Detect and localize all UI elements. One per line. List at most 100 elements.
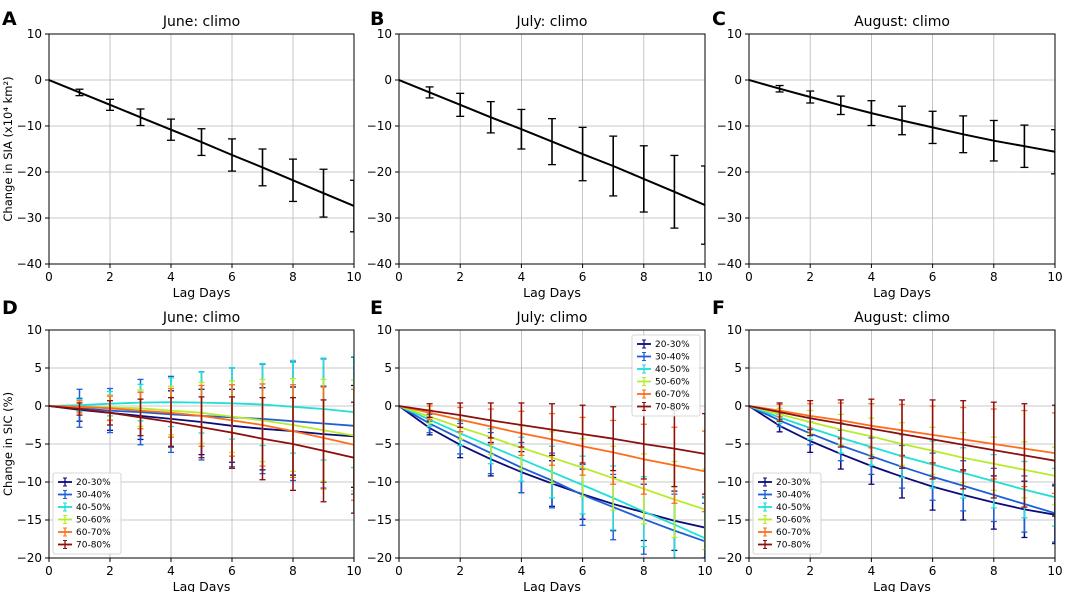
legend: 20-30% 30-40% 40-50% 50-60% 60-70% 70-80% xyxy=(752,472,822,555)
plot-area xyxy=(399,402,705,558)
y-tick-label: −20 xyxy=(17,551,42,565)
series-line xyxy=(749,79,1055,153)
x-tick-label: 8 xyxy=(640,270,648,284)
y-tick-label: −5 xyxy=(724,437,742,451)
x-tick-label: 8 xyxy=(289,564,297,578)
legend-item: 70-80% xyxy=(758,540,811,551)
panel-title: August: climo xyxy=(854,310,950,326)
x-tick-label: 6 xyxy=(579,564,587,578)
plot-area xyxy=(49,355,354,514)
legend-item: 60-70% xyxy=(58,527,111,538)
x-tick-label: 8 xyxy=(990,564,998,578)
series-line xyxy=(399,79,705,207)
legend-label: 50-60% xyxy=(776,516,811,526)
x-tick-label: 4 xyxy=(868,564,876,578)
legend-item: 60-70% xyxy=(637,389,690,400)
x-tick-label: 4 xyxy=(518,564,526,578)
y-tick-label: 0 xyxy=(734,73,742,87)
x-tick-label: 0 xyxy=(45,270,53,284)
legend-item: 70-80% xyxy=(637,402,690,413)
legend-label: 70-80% xyxy=(776,541,811,551)
x-tick-label: 8 xyxy=(640,564,648,578)
y-tick-label: 0 xyxy=(384,399,392,413)
axes-frame xyxy=(398,329,706,559)
series-line xyxy=(399,405,705,455)
legend-item: 50-60% xyxy=(758,515,811,526)
legend-label: 60-70% xyxy=(655,390,690,400)
y-tick-label: 10 xyxy=(727,323,742,337)
legend-item: 20-30% xyxy=(637,339,690,350)
y-tick-label: −10 xyxy=(717,119,742,133)
y-tick-label: −10 xyxy=(367,119,392,133)
legend-item: 30-40% xyxy=(58,490,111,501)
x-tick-label: 0 xyxy=(45,564,53,578)
x-tick-label: 0 xyxy=(745,564,753,578)
y-tick-label: 10 xyxy=(377,323,392,337)
axes-frame xyxy=(398,33,706,265)
x-tick-label: 2 xyxy=(106,564,114,578)
y-tick-label: −20 xyxy=(367,551,392,565)
x-tick-label: 2 xyxy=(806,564,814,578)
panel-title: June: climo xyxy=(162,14,240,30)
y-tick-label: −10 xyxy=(367,475,392,489)
series-line xyxy=(49,405,354,459)
legend-item: 60-70% xyxy=(758,527,811,538)
panel-letter: D xyxy=(2,297,18,319)
y-tick-label: −5 xyxy=(374,437,392,451)
series-line xyxy=(49,79,354,207)
legend: 20-30% 30-40% 40-50% 50-60% 60-70% 70-80% xyxy=(631,334,701,417)
plot-area xyxy=(399,79,705,245)
legend-label: 40-50% xyxy=(655,365,690,375)
y-tick-label: 10 xyxy=(377,27,392,41)
x-axis-label: Lag Days xyxy=(173,285,231,300)
legend-item: 50-60% xyxy=(637,377,690,388)
x-tick-label: 0 xyxy=(395,564,403,578)
panel-title: August: climo xyxy=(854,14,950,30)
panel-letter: A xyxy=(2,8,17,30)
x-tick-label: 2 xyxy=(806,270,814,284)
panel-letter: B xyxy=(370,8,384,30)
series-line xyxy=(749,405,1055,462)
legend-item: 20-30% xyxy=(58,477,111,488)
y-tick-label: −40 xyxy=(717,257,742,271)
x-tick-label: 2 xyxy=(456,270,464,284)
y-tick-label: −5 xyxy=(24,437,42,451)
legend-label: 30-40% xyxy=(76,491,111,501)
x-tick-label: 0 xyxy=(745,270,753,284)
x-axis-label: Lag Days xyxy=(523,285,581,300)
plot-area xyxy=(749,398,1055,545)
y-tick-label: −30 xyxy=(17,211,42,225)
legend: 20-30% 30-40% 40-50% 50-60% 60-70% 70-80% xyxy=(52,472,122,555)
x-tick-label: 4 xyxy=(868,270,876,284)
legend-item: 30-40% xyxy=(637,352,690,363)
y-tick-label: −20 xyxy=(717,165,742,179)
y-tick-label: −40 xyxy=(17,257,42,271)
y-tick-label: −15 xyxy=(17,513,42,527)
y-tick-label: −20 xyxy=(367,165,392,179)
y-tick-label: 5 xyxy=(34,361,42,375)
y-tick-label: 0 xyxy=(34,399,42,413)
axes-frame xyxy=(48,329,355,559)
legend-label: 60-70% xyxy=(776,528,811,538)
legend-label: 60-70% xyxy=(76,528,111,538)
series-climo xyxy=(49,79,354,233)
panel-title: July: climo xyxy=(515,310,587,326)
legend-label: 20-30% xyxy=(655,340,690,350)
y-tick-label: −10 xyxy=(17,475,42,489)
x-tick-label: 0 xyxy=(395,270,403,284)
y-tick-label: −15 xyxy=(717,513,742,527)
series-climo xyxy=(399,79,705,245)
legend-label: 70-80% xyxy=(655,403,690,413)
x-tick-label: 4 xyxy=(167,270,175,284)
y-tick-label: 10 xyxy=(727,27,742,41)
x-tick-label: 2 xyxy=(456,564,464,578)
y-tick-label: −40 xyxy=(367,257,392,271)
x-tick-label: 8 xyxy=(990,270,998,284)
legend-label: 20-30% xyxy=(776,478,811,488)
legend-item: 50-60% xyxy=(58,515,111,526)
x-tick-label: 8 xyxy=(289,270,297,284)
x-tick-label: 6 xyxy=(929,270,937,284)
x-tick-label: 6 xyxy=(579,270,587,284)
legend-box xyxy=(631,334,701,417)
